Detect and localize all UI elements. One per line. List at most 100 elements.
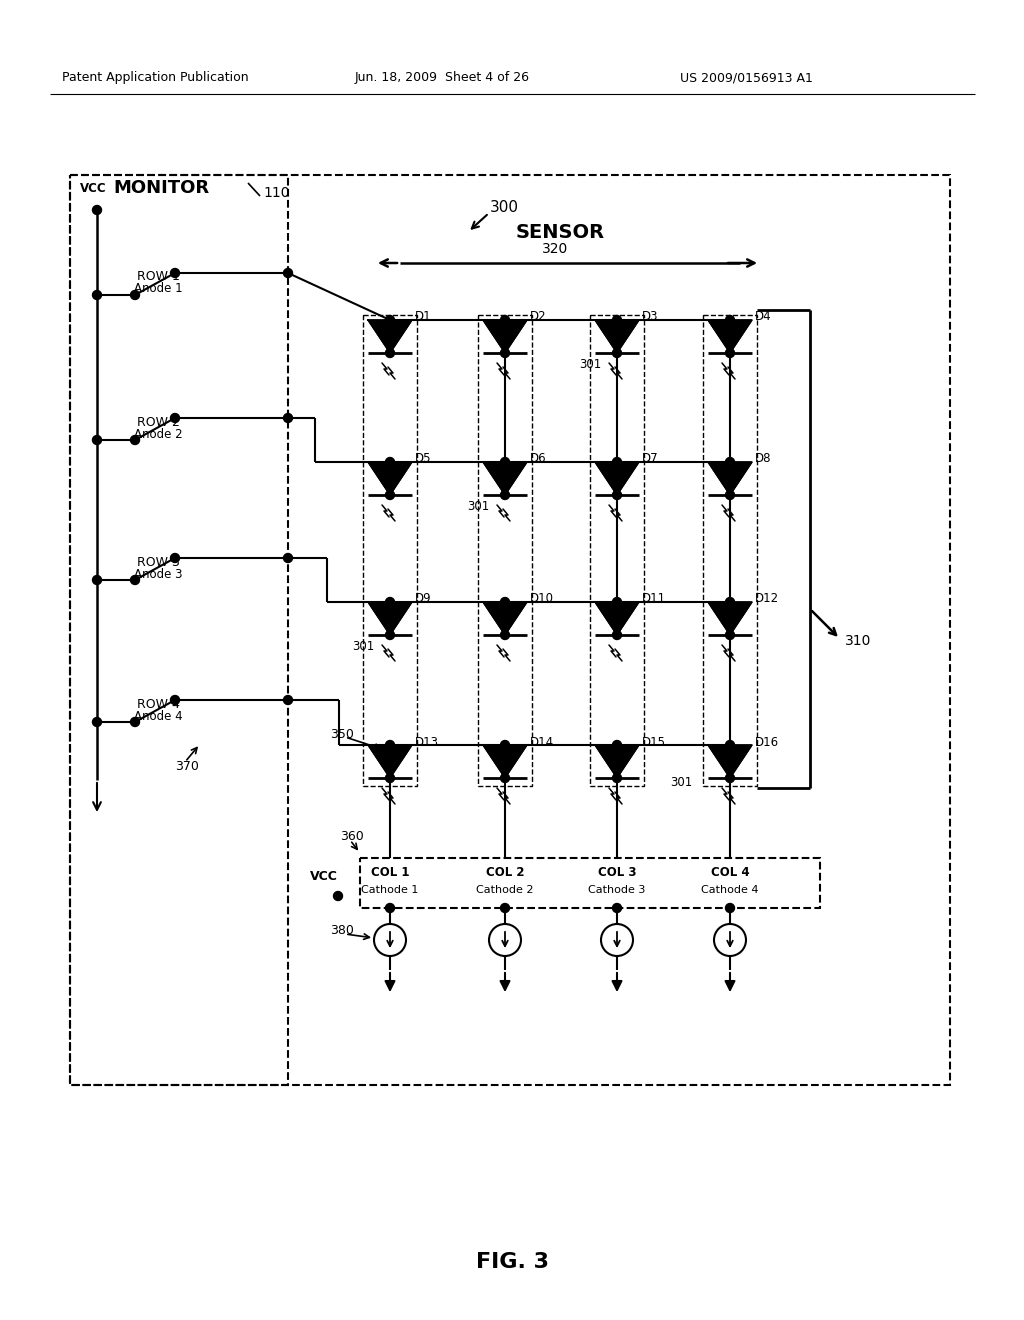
Bar — [703, 315, 757, 785]
Polygon shape — [708, 602, 752, 635]
Circle shape — [130, 718, 139, 726]
Text: D6: D6 — [530, 453, 547, 466]
Text: D15: D15 — [642, 735, 666, 748]
Circle shape — [385, 348, 394, 358]
Circle shape — [92, 576, 101, 585]
Circle shape — [725, 631, 734, 639]
Text: ROW 1: ROW 1 — [136, 271, 179, 284]
Circle shape — [92, 436, 101, 445]
Text: D11: D11 — [642, 593, 667, 606]
Circle shape — [284, 268, 293, 277]
Circle shape — [385, 631, 394, 639]
Circle shape — [385, 458, 394, 466]
Circle shape — [501, 458, 510, 466]
Text: FIG. 3: FIG. 3 — [475, 1251, 549, 1272]
Circle shape — [501, 491, 510, 499]
Bar — [70, 176, 950, 1085]
Circle shape — [612, 491, 622, 499]
Polygon shape — [368, 744, 412, 777]
Circle shape — [725, 903, 734, 912]
Polygon shape — [708, 744, 752, 777]
Text: Anode 1: Anode 1 — [134, 282, 182, 296]
Circle shape — [385, 315, 394, 325]
Circle shape — [501, 903, 510, 912]
Polygon shape — [595, 319, 639, 352]
Text: 320: 320 — [542, 242, 568, 256]
Polygon shape — [368, 602, 412, 635]
Text: 301: 301 — [670, 776, 692, 789]
Circle shape — [130, 290, 139, 300]
Circle shape — [612, 903, 622, 912]
Circle shape — [171, 553, 179, 562]
Text: 310: 310 — [845, 634, 871, 648]
Text: D12: D12 — [755, 593, 779, 606]
Circle shape — [725, 598, 734, 606]
Text: SENSOR: SENSOR — [515, 223, 604, 243]
Circle shape — [501, 631, 510, 639]
Circle shape — [284, 553, 293, 562]
Text: 300: 300 — [490, 201, 519, 215]
Text: 301: 301 — [579, 359, 601, 371]
Text: VCC: VCC — [310, 870, 338, 883]
Circle shape — [385, 774, 394, 783]
Text: D9: D9 — [415, 593, 432, 606]
Polygon shape — [595, 462, 639, 495]
Text: D16: D16 — [755, 735, 779, 748]
Text: 301: 301 — [352, 640, 374, 653]
Text: COL 3: COL 3 — [598, 866, 636, 879]
Text: VCC: VCC — [80, 181, 106, 194]
Circle shape — [612, 631, 622, 639]
Circle shape — [612, 458, 622, 466]
Text: Anode 2: Anode 2 — [134, 428, 182, 441]
Circle shape — [284, 696, 293, 705]
Circle shape — [725, 458, 734, 466]
Circle shape — [612, 598, 622, 606]
Circle shape — [612, 315, 622, 325]
Text: Cathode 3: Cathode 3 — [589, 884, 646, 895]
Text: D5: D5 — [415, 453, 431, 466]
Text: 301: 301 — [467, 500, 489, 513]
Circle shape — [92, 206, 101, 214]
Text: US 2009/0156913 A1: US 2009/0156913 A1 — [680, 71, 813, 84]
Polygon shape — [595, 744, 639, 777]
Text: 350: 350 — [330, 729, 354, 742]
Circle shape — [725, 315, 734, 325]
Polygon shape — [483, 319, 527, 352]
Circle shape — [612, 348, 622, 358]
Polygon shape — [483, 744, 527, 777]
Circle shape — [385, 903, 394, 912]
Text: 360: 360 — [340, 829, 364, 842]
Text: Cathode 2: Cathode 2 — [476, 884, 534, 895]
Text: COL 2: COL 2 — [485, 866, 524, 879]
Bar — [70, 176, 288, 1085]
Circle shape — [501, 315, 510, 325]
Circle shape — [501, 774, 510, 783]
Text: D3: D3 — [642, 310, 658, 323]
Polygon shape — [483, 462, 527, 495]
Circle shape — [171, 696, 179, 705]
Text: D4: D4 — [755, 310, 772, 323]
Text: 380: 380 — [330, 924, 354, 936]
Text: D7: D7 — [642, 453, 658, 466]
Circle shape — [385, 491, 394, 499]
Circle shape — [171, 268, 179, 277]
Bar — [360, 858, 820, 908]
Circle shape — [130, 436, 139, 445]
Circle shape — [385, 598, 394, 606]
Text: Cathode 1: Cathode 1 — [361, 884, 419, 895]
Text: D1: D1 — [415, 310, 432, 323]
Text: D2: D2 — [530, 310, 547, 323]
Circle shape — [725, 774, 734, 783]
Text: D10: D10 — [530, 593, 554, 606]
Text: ROW 4: ROW 4 — [136, 697, 179, 710]
Circle shape — [92, 718, 101, 726]
Polygon shape — [368, 319, 412, 352]
Circle shape — [334, 891, 342, 900]
Text: COL 1: COL 1 — [371, 866, 410, 879]
Text: Anode 3: Anode 3 — [134, 568, 182, 581]
Circle shape — [612, 741, 622, 750]
Circle shape — [725, 491, 734, 499]
Polygon shape — [708, 319, 752, 352]
Circle shape — [130, 576, 139, 585]
Text: ROW 2: ROW 2 — [136, 416, 179, 429]
